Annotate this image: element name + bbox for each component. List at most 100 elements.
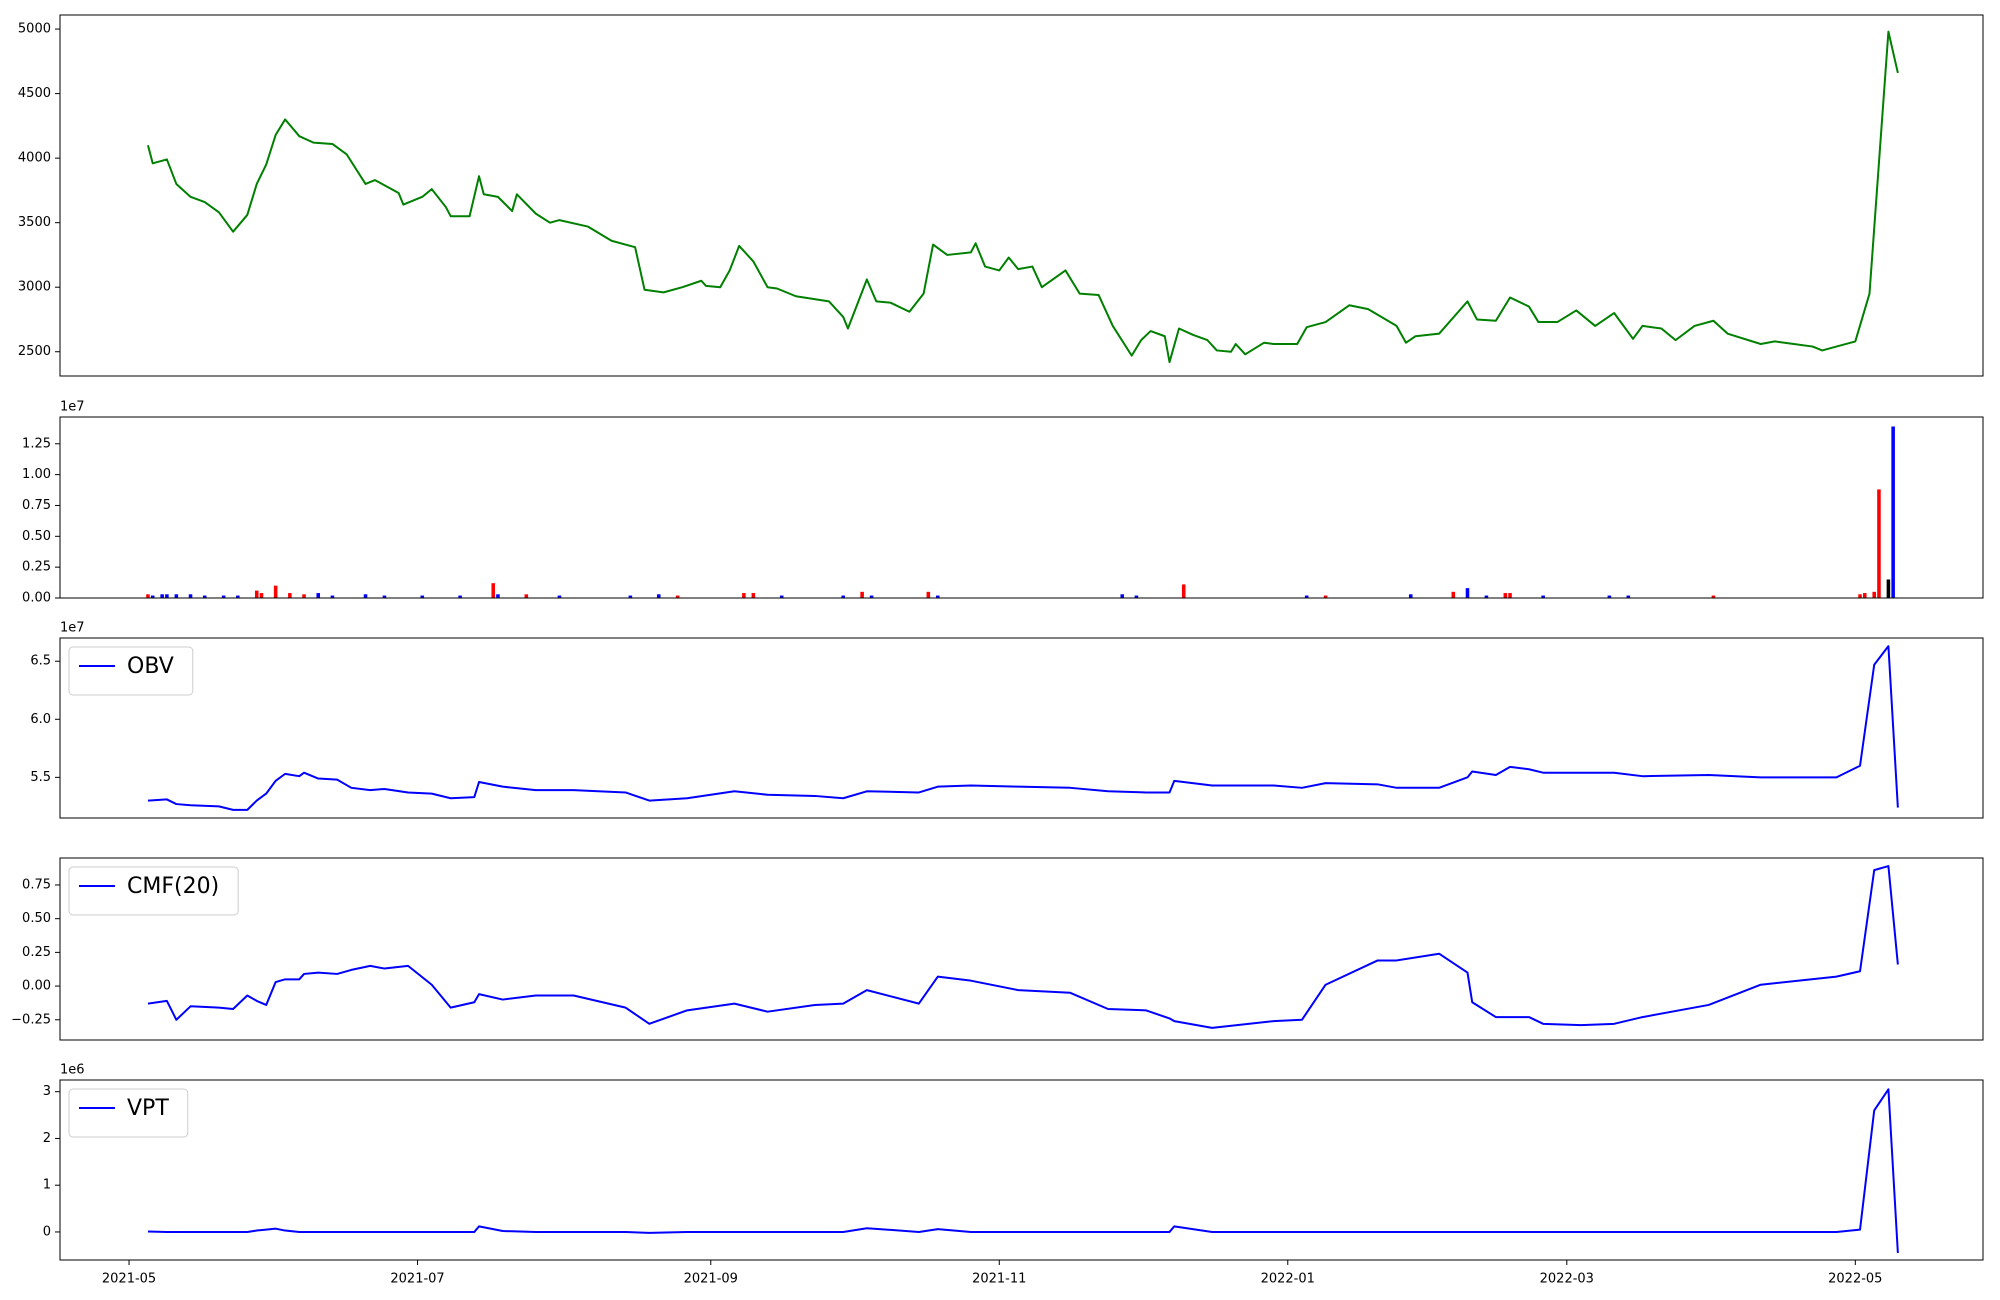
y-tick-label: 4000 <box>18 151 51 166</box>
y-offset-label: 1e7 <box>60 621 85 636</box>
y-tick-label: 0.50 <box>22 529 51 544</box>
bar <box>841 595 845 598</box>
bar <box>936 595 940 598</box>
bar <box>1304 595 1309 598</box>
y-tick-label: 4500 <box>18 86 51 101</box>
bar <box>1862 593 1867 598</box>
panel: 0.00 0.25 0.50 0.75 1.00 1.25 1e7 <box>22 400 1984 606</box>
bar <box>1891 426 1895 598</box>
bar <box>1451 591 1456 598</box>
bar <box>1120 594 1125 598</box>
plot-area <box>147 1088 1899 1254</box>
bar <box>363 594 368 598</box>
legend: CMF(20) <box>68 866 239 916</box>
axes-frame <box>59 857 1984 1041</box>
bar <box>524 594 529 598</box>
bar <box>288 593 292 598</box>
bar <box>557 595 562 598</box>
legend-box <box>68 1088 189 1138</box>
bar <box>302 594 306 598</box>
bar <box>202 595 207 598</box>
y-tick-label: 5000 <box>18 22 51 37</box>
x-tick-label: 2021-07 <box>390 1272 444 1287</box>
y-tick-label: 0.50 <box>22 911 51 926</box>
bar <box>496 594 500 598</box>
x-tick-label: 2022-05 <box>1828 1272 1882 1287</box>
bar <box>382 595 387 598</box>
bar <box>1484 595 1489 598</box>
y-tick-label: 1 <box>43 1178 51 1193</box>
bar <box>869 595 874 598</box>
line <box>147 865 1899 1029</box>
bar <box>1858 594 1862 598</box>
y-tick-label: 3500 <box>18 215 51 230</box>
legend: VPT <box>68 1088 189 1138</box>
legend: OBV <box>68 646 194 696</box>
y-tick-label: 3000 <box>18 280 51 295</box>
x-tick-label: 2021-11 <box>972 1272 1026 1287</box>
legend-box <box>68 866 239 916</box>
x-tick-label: 2022-01 <box>1261 1272 1315 1287</box>
bar <box>1877 489 1881 598</box>
plot-area <box>147 865 1899 1029</box>
panel: 0 1 2 3 1e6 2021-05 2021-07 2021-09 2021-11 2022-… <box>43 1063 1984 1287</box>
plot-area <box>147 30 1899 364</box>
bar <box>146 594 150 598</box>
bar <box>236 595 240 598</box>
y-tick-label: 5.5 <box>30 770 51 785</box>
y-tick-label: 0.75 <box>22 498 51 513</box>
legend-box <box>68 646 194 696</box>
line <box>147 645 1899 811</box>
bar <box>458 595 462 598</box>
legend-label: VPT <box>127 1096 169 1121</box>
axes-frame <box>59 1079 1984 1261</box>
line <box>147 30 1899 364</box>
bar <box>1408 594 1413 598</box>
y-tick-label: 0.75 <box>22 877 51 892</box>
y-tick-label: 2 <box>43 1131 51 1146</box>
bar <box>926 591 931 598</box>
x-tick-label: 2021-09 <box>684 1272 738 1287</box>
bar <box>188 594 193 598</box>
bar <box>779 595 784 598</box>
plot-area <box>146 426 1895 598</box>
y-tick-label: 6.0 <box>30 712 51 727</box>
line <box>147 1088 1899 1254</box>
bar <box>491 583 495 598</box>
bar <box>1711 595 1716 598</box>
y-tick-label: 6.5 <box>30 654 51 669</box>
bar <box>174 594 179 598</box>
bar <box>1872 591 1876 598</box>
bar <box>420 595 425 598</box>
axes-frame <box>59 637 1984 819</box>
bar <box>1886 579 1891 598</box>
bar <box>751 593 756 598</box>
y-offset-label: 1e7 <box>60 400 85 415</box>
bar <box>1626 595 1631 598</box>
bar <box>221 595 226 598</box>
y-tick-label: −0.25 <box>11 1012 51 1027</box>
y-tick-label: 0.00 <box>22 979 51 994</box>
y-tick-label: 0 <box>43 1224 51 1239</box>
bar <box>1323 595 1328 598</box>
y-tick-label: 0.00 <box>22 591 51 606</box>
bar <box>160 594 164 598</box>
bar <box>165 594 169 598</box>
bar <box>1465 588 1470 598</box>
bar <box>330 595 335 598</box>
bar <box>254 590 259 598</box>
x-tick-label: 2022-03 <box>1540 1272 1594 1287</box>
bar <box>150 595 155 598</box>
bar <box>1541 595 1545 598</box>
y-tick-label: 0.25 <box>22 560 51 575</box>
y-tick-label: 3 <box>43 1084 51 1099</box>
panel: 5.5 6.0 6.5 1e7 OBV <box>30 621 1984 819</box>
y-tick-label: 0.25 <box>22 945 51 960</box>
bar <box>1607 595 1612 598</box>
panel: 2500 3000 3500 4000 4500 5000 <box>18 14 1984 377</box>
bar <box>656 594 661 598</box>
bar <box>860 591 864 598</box>
y-tick-label: 2500 <box>18 344 51 359</box>
